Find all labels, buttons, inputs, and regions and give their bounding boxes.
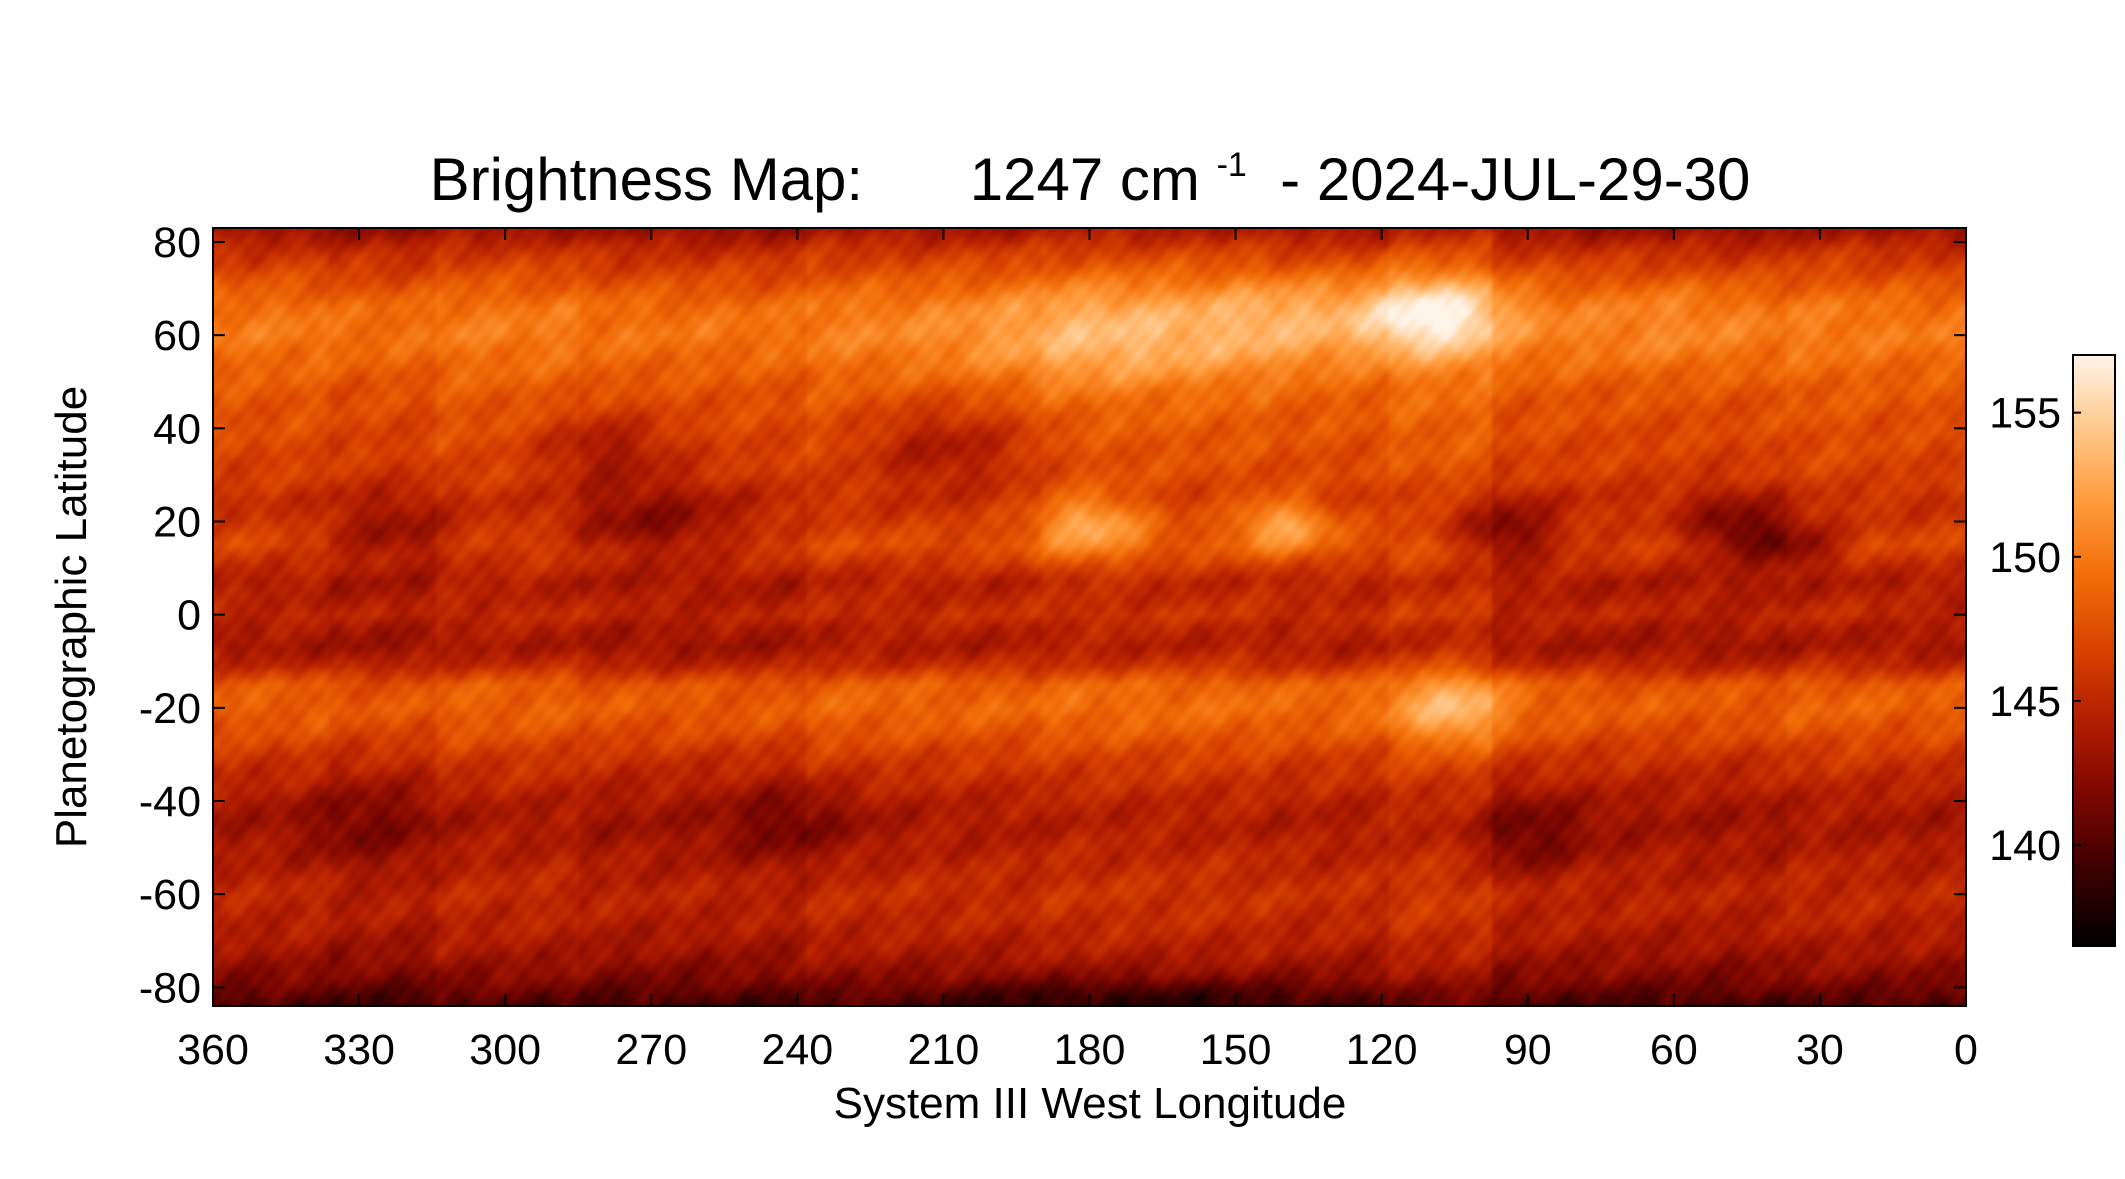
title-suffix: - 2024-JUL-29-30 xyxy=(1264,146,1751,213)
colorbar-ticks: 155 150 145 140 xyxy=(1989,390,2081,870)
chart-title: Brightness Map: 1247 cm -1 - 2024-JUL-29… xyxy=(430,122,1751,213)
y-tick-label: 20 xyxy=(153,498,201,546)
x-tick-label: 90 xyxy=(1504,1026,1552,1074)
y-axis: 80 60 40 20 0 -20 -40 -60 -80 xyxy=(139,219,1966,1012)
x-tick-label: 240 xyxy=(761,1026,833,1074)
x-tick-label: 270 xyxy=(615,1026,687,1074)
x-tick-label: 120 xyxy=(1346,1026,1418,1074)
y-tick-label: 40 xyxy=(153,405,201,453)
x-axis-title: System III West Longitude xyxy=(834,1079,1347,1128)
x-tick-label: 0 xyxy=(1954,1026,1978,1074)
title-exponent: -1 xyxy=(1217,146,1247,184)
y-tick-label: 80 xyxy=(153,219,201,267)
x-tick-label: 30 xyxy=(1796,1026,1844,1074)
x-tick-label: 60 xyxy=(1650,1026,1698,1074)
heatmap-plot xyxy=(212,227,1967,1007)
colorbar-tick-label: 150 xyxy=(1989,534,2061,582)
x-tick-label: 150 xyxy=(1200,1026,1272,1074)
x-tick-label: 300 xyxy=(469,1026,541,1074)
x-tick-label: 330 xyxy=(323,1026,395,1074)
colorbar-tick-label: 145 xyxy=(1989,678,2061,726)
colorbar-tick-label: 155 xyxy=(1989,390,2061,438)
y-tick-label: 0 xyxy=(177,592,201,640)
y-tick-label: 60 xyxy=(153,312,201,360)
y-tick-label: -20 xyxy=(139,685,201,733)
title-wavenumber: 1247 cm xyxy=(970,146,1200,213)
x-tick-label: 180 xyxy=(1054,1026,1126,1074)
colorbar-gradient xyxy=(2072,354,2116,947)
y-tick-label: -40 xyxy=(139,778,201,826)
y-tick-label: -80 xyxy=(139,964,201,1012)
colorbar: 155 150 145 140 xyxy=(1989,354,2116,947)
colorbar-tick-label: 140 xyxy=(1989,822,2061,870)
y-tick-label: -60 xyxy=(139,871,201,919)
x-tick-label: 210 xyxy=(908,1026,980,1074)
x-axis: 360 330 300 270 240 210 180 150 120 90 60 30 0 xyxy=(177,228,1978,1074)
title-prefix: Brightness Map: xyxy=(430,146,864,213)
heatmap-image xyxy=(213,228,1966,1006)
y-axis-title: Planetographic Latitude xyxy=(47,386,96,848)
x-tick-label: 360 xyxy=(177,1026,249,1074)
